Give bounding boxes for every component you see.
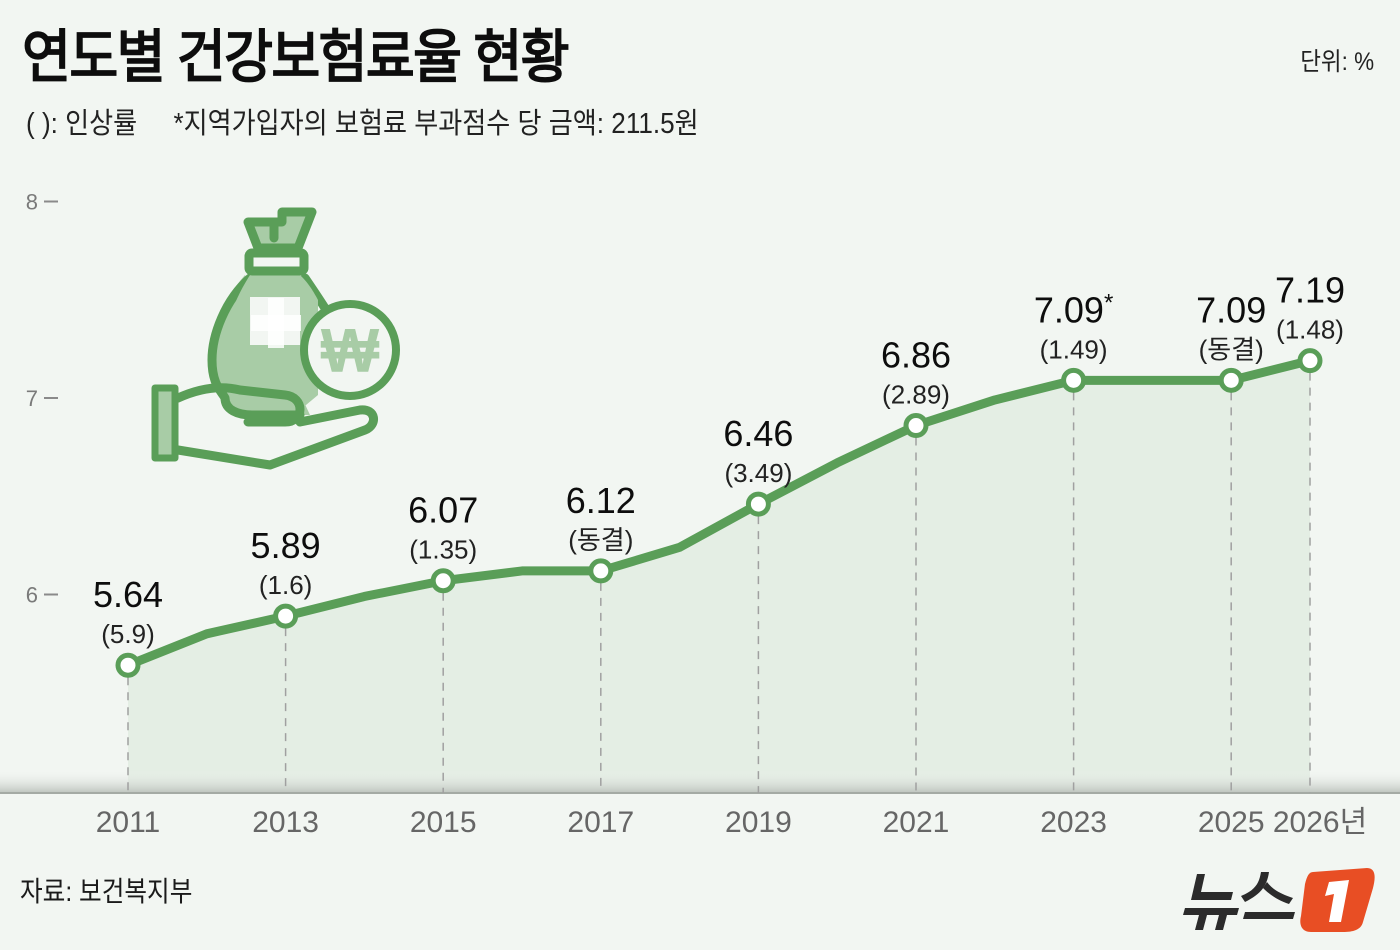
x-tick-label: 2017 (567, 806, 634, 839)
asterisk-marker: * (1104, 289, 1113, 316)
data-point-marker (1297, 348, 1323, 374)
plus-icon (251, 298, 301, 348)
value-label: 7.09* (1034, 289, 1113, 330)
rate-label: (1.49) (1040, 334, 1108, 364)
rate-label: (3.49) (724, 458, 792, 488)
data-point-marker (1218, 367, 1244, 393)
legend-note: ( ): 인상률 (26, 108, 138, 140)
value-label: 6.12 (566, 480, 636, 521)
x-tick-label: 2013 (252, 806, 319, 839)
value-label: 5.89 (251, 525, 321, 566)
rate-label: (1.48) (1276, 315, 1344, 345)
y-tick-label: 8 (26, 190, 38, 215)
rate-label: (1.6) (259, 570, 312, 600)
value-label: 6.86 (881, 335, 951, 376)
x-tick-label: 2026년 (1273, 806, 1367, 839)
drop-lines (127, 372, 1311, 793)
unit-label: 단위: % (1300, 48, 1374, 76)
x-tick-label: 2019 (725, 806, 792, 839)
rate-label: (5.9) (101, 619, 154, 649)
data-labels: 5.64 (5.9) 5.89 (1.6) 6.07 (1.35) 6.12 (동결) 6.46… (93, 270, 1345, 650)
data-point-marker (430, 568, 456, 594)
x-tick-label: 2025 (1198, 806, 1265, 839)
x-tick-label: 2011 (96, 806, 161, 839)
value-label: 6.07 (408, 490, 478, 531)
x-tick-label: 2015 (410, 806, 477, 839)
data-point-marker (1061, 367, 1087, 393)
chart-subtitle: ( ): 인상률 *지역가입자의 보험료 부과점수 당 금액: 211.5원 (26, 104, 699, 144)
y-tick-label: 6 (26, 583, 38, 608)
value-label: 7.19 (1275, 270, 1345, 311)
news1-logo-icon (1183, 868, 1375, 932)
news1-logo (1183, 860, 1378, 935)
series-polyline (123, 356, 1315, 670)
data-point-marker (903, 413, 929, 439)
x-axis: 2011 2013 2015 2017 2019 2021 2023 2025 2026년 (96, 806, 1367, 839)
data-point-marker (745, 491, 771, 517)
y-axis: 6 7 8 (26, 190, 58, 608)
value-label: 6.46 (723, 413, 793, 454)
source-label: 자료: 보건복지부 (20, 876, 193, 907)
rate-label: (2.89) (882, 380, 950, 410)
x-tick-label: 2021 (883, 806, 950, 839)
x-tick-label: 2023 (1040, 806, 1107, 839)
svg-text:₩: ₩ (321, 317, 380, 386)
chart-title: 연도별 건강보험료율 현황 (22, 25, 570, 90)
baseline-shadow (0, 770, 1400, 794)
data-point-marker (115, 652, 141, 678)
data-point-marker (588, 558, 614, 584)
data-line (123, 356, 1315, 670)
data-point-marker (273, 603, 299, 629)
footnote: *지역가입자의 보험료 부과점수 당 금액: 211.5원 (173, 108, 699, 140)
rate-label: (동결) (1199, 334, 1264, 364)
area-fill-shape (128, 360, 1310, 793)
value-label: 5.64 (93, 574, 163, 615)
data-markers (115, 348, 1323, 678)
rate-label: (1.35) (409, 535, 477, 565)
area-fill (128, 360, 1310, 793)
y-tick-label: 7 (26, 386, 38, 411)
value-label: 7.09 (1196, 289, 1266, 330)
rate-label: (동결) (568, 525, 633, 555)
